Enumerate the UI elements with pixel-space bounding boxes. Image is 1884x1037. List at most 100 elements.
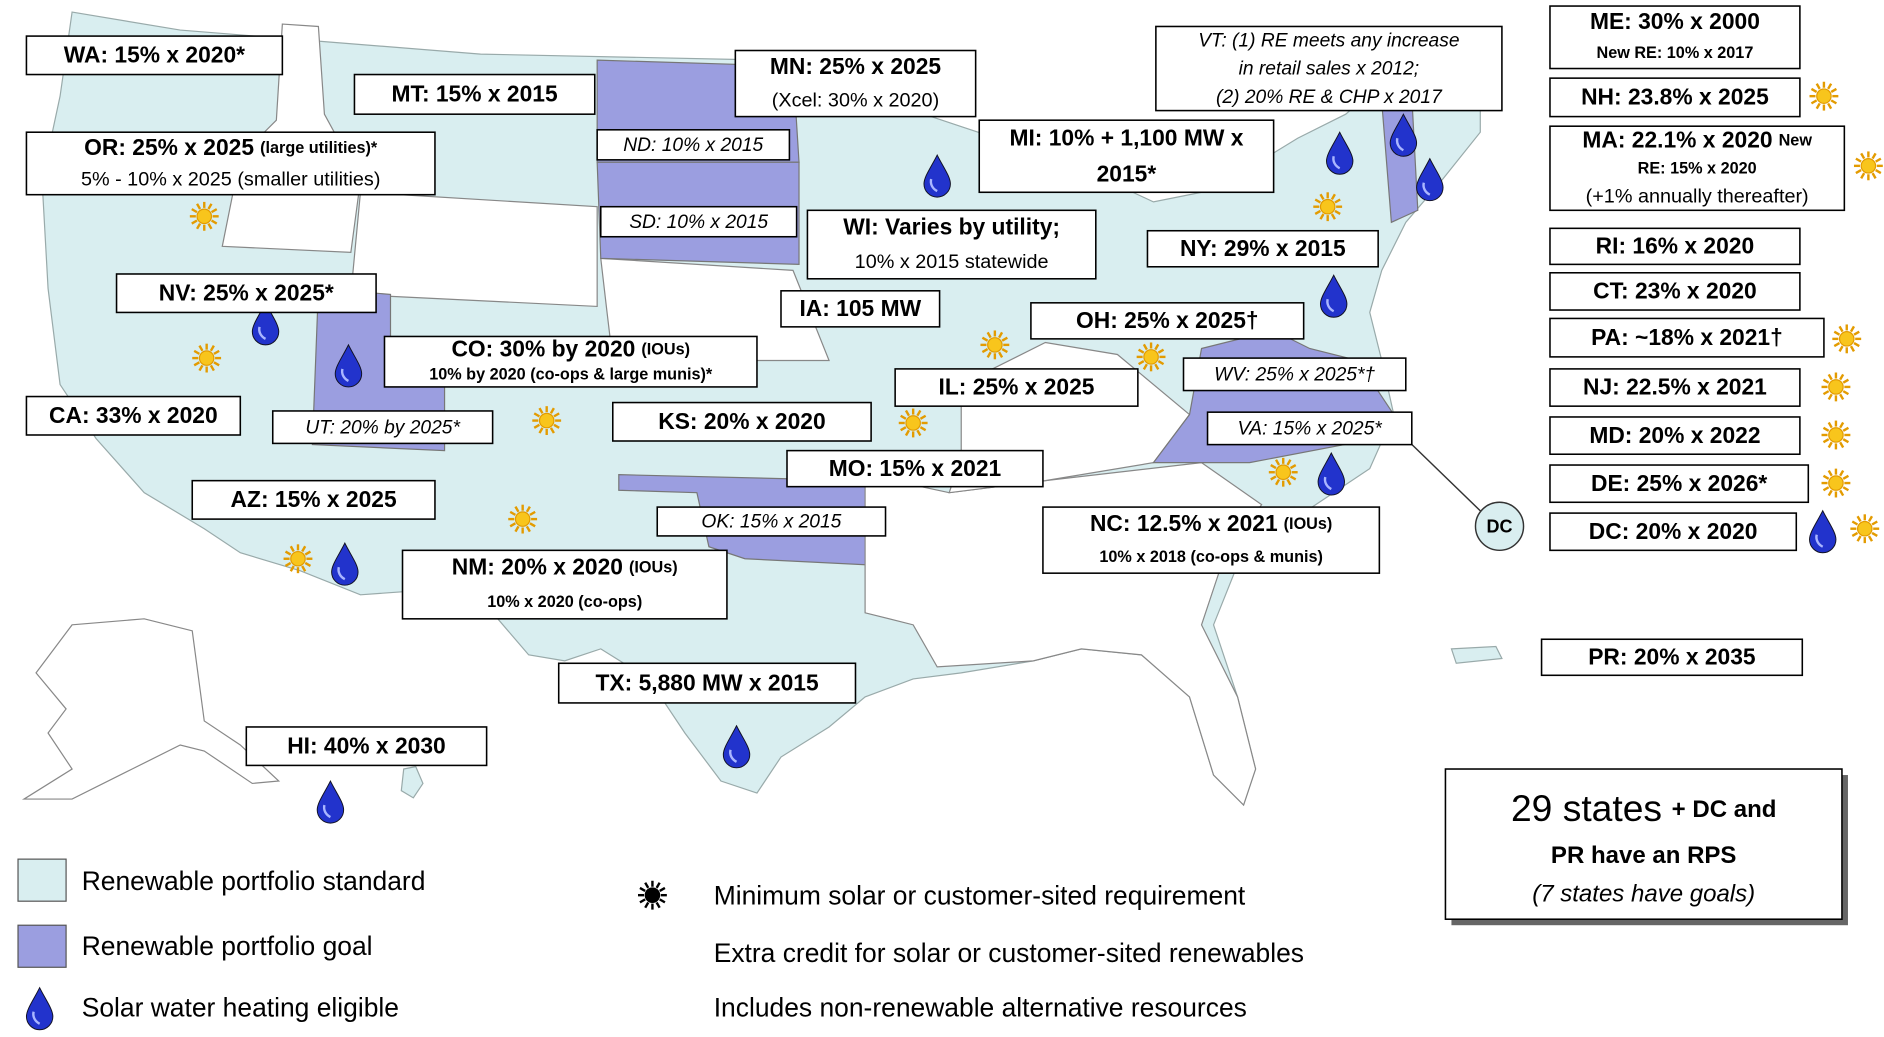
label-line: AZ: 15% x 2025	[231, 486, 397, 512]
sun-ray	[1856, 515, 1862, 523]
sun-ray	[1855, 157, 1862, 163]
sun-icon	[898, 408, 928, 438]
sun-ray	[1270, 475, 1277, 481]
sun-ray	[193, 349, 200, 355]
state-label: KS: 20% x 2020	[611, 401, 872, 442]
summary: 29 states + DC and PR have an RPS (7 stat…	[1444, 768, 1848, 926]
label-line: CA: 33% x 2020	[49, 402, 218, 428]
sun-ray	[1827, 441, 1833, 449]
label-line: WA: 15% x 2020*	[64, 42, 245, 68]
drop	[1326, 131, 1354, 175]
sun-icon	[1850, 514, 1880, 544]
sun-ray	[1851, 531, 1859, 537]
sun-ray	[1842, 390, 1850, 396]
label-line: MO: 15% x 2021	[829, 455, 1002, 481]
label-line: VT: (1) RE meets any increase	[1198, 31, 1459, 52]
sun-ray	[213, 349, 220, 355]
sun-icon	[1136, 342, 1166, 372]
sun-ray	[1289, 475, 1297, 481]
label-box	[25, 395, 242, 436]
drop-icon	[923, 153, 951, 198]
alaska	[21, 618, 281, 800]
sun-ray	[986, 331, 992, 339]
label-box	[25, 131, 436, 196]
sun-icon	[189, 201, 219, 231]
label-box	[401, 549, 728, 620]
label-text: (IOUs)	[629, 559, 678, 577]
sun-ray	[213, 361, 220, 367]
label-line: OR: 25% x 2025 (large utilities)*	[84, 134, 378, 160]
state-label: NC: 12.5% x 2021 (IOUs) 10% x 2018 (co-ops…	[1042, 506, 1381, 574]
label-text: 10% x 2015 statewide	[855, 251, 1049, 273]
label-box	[1549, 77, 1801, 118]
label-text: 2015*	[1097, 160, 1157, 186]
drop	[331, 542, 359, 586]
drop-icon	[1389, 113, 1418, 157]
sun-ray	[1830, 87, 1838, 93]
sun-ray	[1330, 213, 1336, 220]
sun-ray	[1001, 336, 1008, 342]
label-box	[1549, 416, 1801, 455]
sun-ray	[191, 219, 198, 225]
sun-ray	[1154, 363, 1160, 370]
label-text: NH: 23.8% x 2025	[1581, 84, 1769, 110]
sun-ray	[1839, 469, 1845, 477]
sun-icon	[1821, 420, 1851, 450]
sun-ray	[904, 429, 910, 437]
sun-ray	[198, 345, 204, 352]
state-label: CT: 23% x 2020	[1549, 272, 1801, 311]
label-line: HI: 40% x 2030	[287, 732, 446, 758]
sun-ray	[509, 522, 516, 528]
state-label: PA: ~18% x 2021†	[1549, 317, 1825, 358]
sun-ray	[1833, 330, 1841, 336]
sun-ray	[549, 427, 555, 434]
sun-ray	[1822, 390, 1830, 396]
state-label: OH: 25% x 2025†	[1030, 302, 1305, 340]
legend-text: Solar water heating eligible	[82, 992, 399, 1022]
sun-ray	[198, 364, 204, 372]
summary-box	[1444, 768, 1843, 920]
state-label: PR: 20% x 2035	[1540, 638, 1804, 677]
summary-line: PR have an RPS	[1551, 842, 1737, 869]
label-text: WV: 25% x 2025*†	[1214, 365, 1375, 386]
sun-ray	[525, 525, 531, 533]
label-text: IA: 105 MW	[799, 295, 921, 321]
label-text: MD: 20% x 2022	[1589, 422, 1760, 448]
sun-ray	[1334, 198, 1341, 204]
state-label: NH: 23.8% x 2025	[1549, 77, 1801, 118]
sun-ray	[525, 506, 531, 513]
icons	[25, 81, 1883, 1031]
label-line: MT: 15% x 2015	[392, 81, 558, 107]
sun-ray	[210, 219, 218, 225]
sun-ray	[1314, 198, 1322, 204]
label-line: 10% x 2015 statewide	[855, 251, 1049, 273]
label-text: (IOUs)	[641, 341, 690, 359]
drop-icon	[331, 542, 359, 586]
label-box	[353, 73, 596, 115]
sun-core	[514, 511, 531, 527]
label-text: HI: 40% x 2030	[287, 732, 446, 758]
sun-ray	[1842, 378, 1850, 384]
label-text: ME: 30% x 2000	[1590, 8, 1760, 34]
sun-ray	[1867, 515, 1874, 523]
sun-ray	[1822, 486, 1830, 492]
drop-icon	[1809, 509, 1837, 554]
drop-shine	[32, 1011, 41, 1025]
sun-ray	[644, 901, 650, 909]
sun-ray	[981, 336, 989, 342]
sun-ray	[1838, 345, 1844, 352]
label-line: ND: 10% x 2015	[623, 135, 763, 156]
state-label: UT: 20% by 2025*	[271, 410, 494, 445]
sun-core	[1275, 464, 1292, 481]
sun-ray	[1157, 348, 1165, 354]
sun-icon	[980, 330, 1010, 360]
dc-marker: DC	[1474, 501, 1525, 552]
label-line: ME: 30% x 2000	[1590, 8, 1760, 34]
sun-ray	[1822, 378, 1830, 384]
label-line: CO: 30% by 2020 (IOUs)	[451, 335, 690, 361]
label-box	[786, 449, 1044, 488]
label-text: New	[1779, 132, 1813, 150]
sun-ray	[1842, 474, 1850, 480]
drop-shine	[1326, 298, 1335, 313]
sun-core	[198, 350, 215, 366]
